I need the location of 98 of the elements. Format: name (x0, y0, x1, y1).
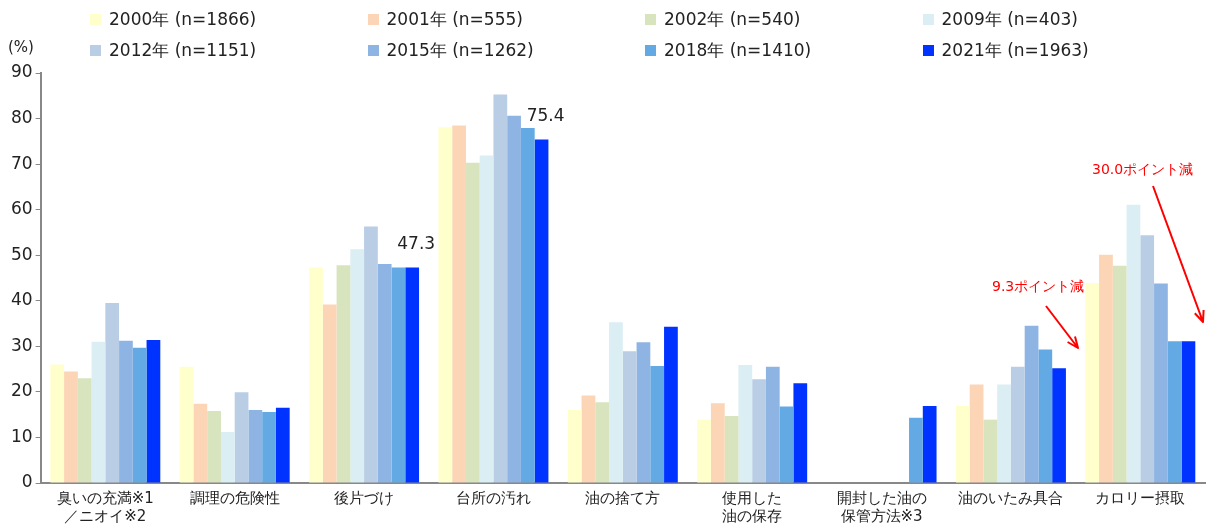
bar (969, 384, 984, 483)
y-tick-label: 60 (10, 198, 33, 219)
bar (520, 128, 535, 483)
bar (146, 339, 161, 483)
bar (1181, 341, 1196, 483)
bar (1052, 368, 1066, 483)
bar (567, 410, 582, 483)
bar (179, 366, 194, 483)
bar (793, 383, 808, 483)
bar (1167, 341, 1182, 483)
bar (664, 326, 678, 483)
legend-label: 2001年 (n=555) (386, 8, 523, 31)
y-tick-label: 70 (10, 152, 33, 173)
bar (765, 366, 780, 483)
bar (650, 365, 665, 483)
bar (132, 347, 147, 483)
bar (391, 267, 406, 483)
data-label: 47.3 (397, 233, 436, 254)
bar (119, 340, 133, 483)
legend-label: 2012年 (n=1151) (109, 39, 257, 62)
bar (207, 411, 221, 483)
y-tick-label: 40 (10, 289, 33, 310)
bar (220, 431, 235, 483)
legend-label: 2000年 (n=1866) (109, 8, 257, 31)
bar (77, 378, 92, 483)
x-tick-label: 使用した油の保存 (722, 488, 783, 525)
bar (1099, 254, 1113, 483)
bar (581, 395, 596, 483)
bar (738, 365, 753, 483)
legend-label: 2009年 (n=403) (941, 8, 1078, 31)
bar (955, 406, 970, 483)
bar (1038, 349, 1053, 483)
bar (1140, 235, 1155, 483)
bar (309, 267, 323, 483)
y-tick-label: 90 (10, 61, 33, 82)
bar (595, 402, 610, 483)
bar (248, 410, 263, 483)
x-tick-label: 後片づけ (334, 488, 395, 507)
bar (1112, 265, 1127, 483)
y-axis-title: (%) (8, 38, 34, 56)
bar (534, 139, 549, 483)
bar (1010, 366, 1025, 483)
y-tick-label: 80 (10, 106, 33, 127)
bar (452, 125, 466, 483)
bar (779, 406, 794, 483)
y-tick-label: 20 (10, 380, 33, 401)
x-tick-label: 台所の汚れ (455, 488, 531, 507)
x-tick-label: カロリー摂取 (1095, 488, 1186, 507)
x-tick-label: 臭いの充満※1／ニオイ※2 (56, 488, 154, 525)
bar (50, 364, 65, 483)
bar (1154, 283, 1168, 483)
bar (710, 403, 725, 483)
bar (64, 371, 78, 483)
y-tick-label: 30 (10, 334, 33, 355)
bar (336, 265, 351, 483)
bar (105, 303, 120, 483)
y-tick-label: 10 (10, 425, 33, 446)
bar (465, 162, 480, 483)
bar (609, 322, 623, 483)
bar (364, 226, 378, 483)
bar (479, 155, 494, 483)
bar (507, 115, 521, 483)
legend-label: 2021年 (n=1963) (941, 39, 1089, 62)
legend-label: 2018年 (n=1410) (664, 39, 812, 62)
legend-label: 2015年 (n=1262) (386, 39, 534, 62)
bar (262, 411, 276, 483)
annotation: 9.3ポイント減 (992, 278, 1085, 296)
bar (636, 342, 651, 483)
bar (438, 127, 453, 483)
bar (405, 267, 420, 483)
bar (909, 417, 923, 483)
bar (193, 403, 208, 483)
bar (91, 341, 106, 483)
x-tick-label: 調理の危険性 (189, 488, 280, 507)
x-tick-label: 油のいたみ具合 (958, 488, 1064, 507)
bar (724, 416, 739, 483)
bar (697, 419, 711, 483)
bar (350, 249, 365, 483)
x-tick-label: 開封した油の保管方法※3 (836, 488, 927, 525)
y-tick-label: 0 (21, 471, 33, 492)
data-label: 75.4 (526, 105, 565, 126)
bar (752, 379, 766, 483)
bar (983, 419, 998, 483)
y-tick-label: 50 (10, 243, 33, 264)
annotation: 30.0ポイント減 (1092, 161, 1194, 179)
bar (234, 392, 249, 483)
bar (493, 94, 508, 483)
x-tick-label: 油の捨て方 (585, 488, 661, 507)
bar (1126, 204, 1141, 483)
legend-label: 2002年 (n=540) (664, 8, 801, 31)
bar (377, 263, 392, 483)
bar (1024, 325, 1039, 483)
bar (997, 384, 1011, 483)
bar (922, 406, 937, 483)
bar (1085, 283, 1100, 483)
bar (322, 304, 337, 483)
bar (275, 407, 290, 483)
bar (622, 351, 637, 483)
